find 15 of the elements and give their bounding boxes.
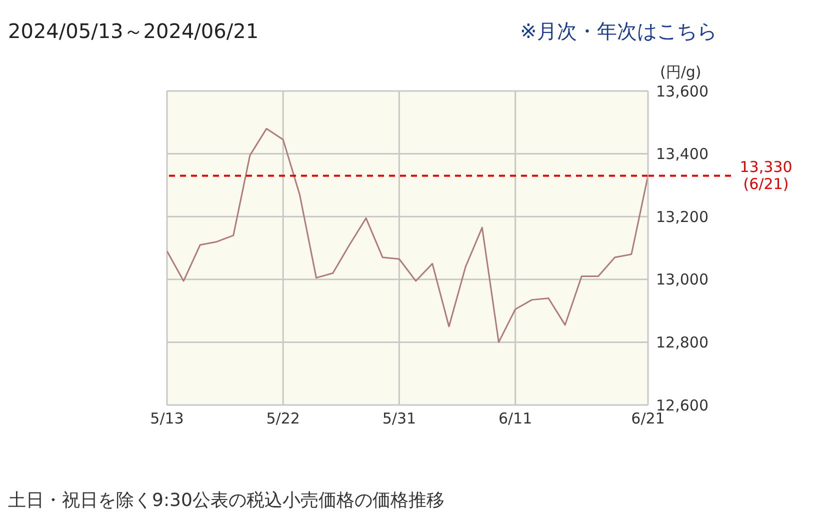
text: 土日・祝日を除く9:30公表の税込小売価格の価格推移 <box>8 489 444 512</box>
text: ※月次・年次はこちら <box>520 18 717 45</box>
x-tick-label: 5/22 <box>266 410 300 428</box>
y-axis-title: (円/g) <box>660 63 702 81</box>
x-tick-label: 6/11 <box>498 410 532 428</box>
ref-line-label: 13,330 (6/21) <box>740 158 792 193</box>
y-tick-label: 13,400 <box>656 145 708 164</box>
x-tick-label: 5/13 <box>150 410 184 428</box>
y-tick-label: 13,000 <box>656 270 708 289</box>
y-tick-label: 13,200 <box>656 208 708 226</box>
y-tick-label: 12,800 <box>656 334 708 352</box>
y-tick-label: 13,600 <box>656 82 708 100</box>
x-tick-label: 6/21 <box>631 410 665 428</box>
x-tick-label: 5/31 <box>382 410 416 428</box>
chart-title: 2024/05/13～2024/06/21 <box>8 18 259 45</box>
